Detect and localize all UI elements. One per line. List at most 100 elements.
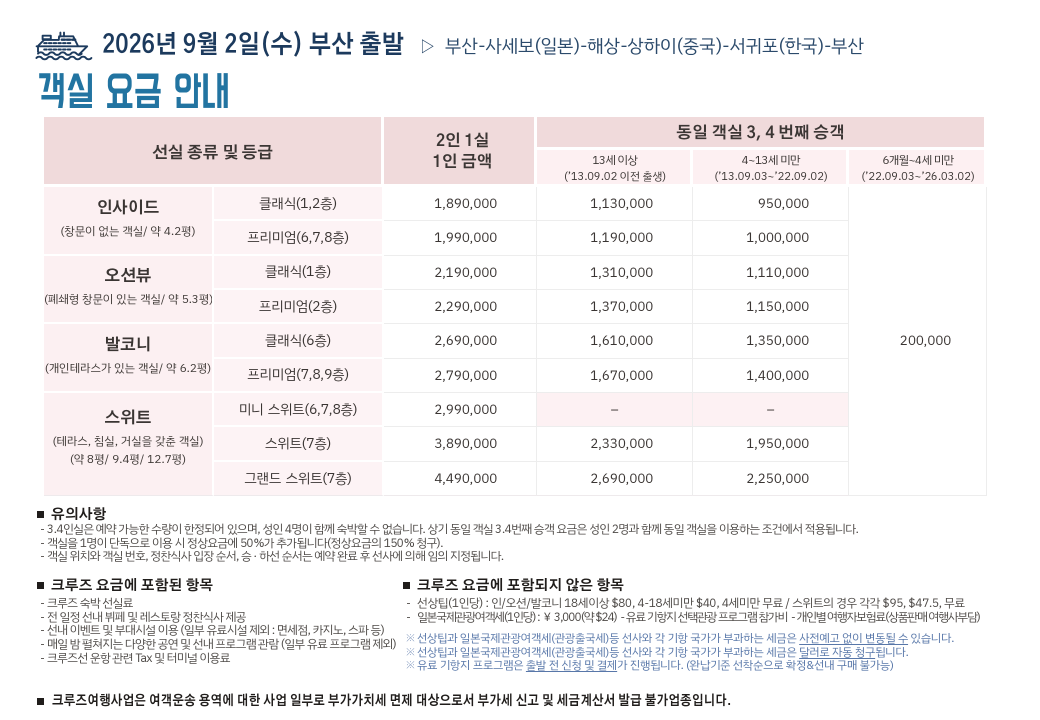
dash-marker: - (40, 547, 45, 566)
price-age13: 1,370,000 (537, 289, 694, 325)
included-item-text: 매일 밤 펼쳐지는 다양한 공연 및 선내 프로그램 관람 (일부 유료 프로그… (47, 635, 397, 654)
price-adult: 2,690,000 (384, 324, 538, 359)
price-adult: 2,790,000 (384, 358, 538, 393)
included-heading: 크루즈 요금에 포함된 항목 (37, 578, 213, 593)
price-age13: 1,130,000 (537, 187, 694, 222)
included-item-text: 크루즈선 운항 관련 Tax 및 터미널 이용료 (47, 648, 230, 667)
list-item: -전 일정 선내 뷔페 및 레스토랑 정찬식사 제공 (37, 610, 396, 625)
dash-marker: - (40, 520, 45, 538)
header-age13plus: 13세 이상 (’13.09.02 이전 출생) (537, 150, 694, 187)
price-age13: 1,310,000 (537, 255, 694, 290)
grade-cell: 프리미엄(6,7,8층) (214, 221, 385, 256)
price-adult: 2,290,000 (384, 289, 538, 325)
caution-item-text: 객실을 1명이 단독으로 이용 시 정상요금에 50%가 추가됩니다(정상요금의… (47, 533, 443, 552)
category-desc: (개인테라스가 있는 객실/ 약 6.2평) (44, 358, 212, 377)
price-adult: 4,490,000 (384, 461, 538, 496)
category-desc: (테라스, 침실, 거실을 갖춘 객실) (52, 431, 204, 450)
included-item-text: 선내 이벤트 및 부대시설 이용 (일부 유료시설 제외 : 면세점, 카지노,… (47, 621, 385, 640)
excluded-warnings: ※ 선상팁과 일본국제관광여객세(관광출국세)등 선사와 각 기항 국가가 부과하… (403, 632, 980, 673)
reference-mark: ※ (405, 658, 416, 674)
excluded-items: - 선상팁(1인당) : 인/오션/발코니 18세이상 $80, 4-18세미만 … (403, 596, 981, 673)
category-name: 스위트 (104, 410, 152, 427)
list-item: - 크루즈선 운항 관련 Tax 및 터미널 이용료 (37, 648, 396, 667)
grade-cell: 스위트(7층) (214, 427, 385, 462)
table-row: 프리미엄(7,8,9층) 2,790,000 1,670,000 1,400,0… (44, 358, 987, 393)
list-item: -3.4인실은 예약 가능한 수량이 한정되어 있으며, 성인 4명이 함께 숙… (37, 520, 859, 538)
list-item: - 선상팁(1인당) : 인/오션/발코니 18세이상 $80, 4-18세미만 … (403, 596, 980, 611)
included-items: - 크루즈 숙박 선실료 -전 일정 선내 뷔페 및 레스토랑 정찬식사 제공 -… (37, 594, 397, 667)
price-age13: – (537, 392, 694, 428)
square-bullet-icon (37, 698, 44, 705)
price-age4: 1,400,000 (693, 358, 850, 393)
included-item-text: 크루즈 숙박 선실료 (47, 594, 133, 612)
price-age13: 1,670,000 (537, 358, 694, 393)
list-item: - 객실 위치와 객실 번호, 정찬식사 입장 순서, 승 · 하선 순서는 예약… (37, 550, 858, 564)
category-name: 오션뷰 (104, 269, 152, 286)
caution-title: 유의사항 (51, 507, 107, 522)
warning-item: ※ 선상팁과 일본국제관광여객세(관광출국세)등 선사와 각 기항 국가가 부과하… (403, 632, 980, 646)
square-bullet-icon (37, 511, 44, 518)
category-desc: (폐쇄형 창문이 있는 객실/ 약 5.3평) (44, 290, 214, 309)
table-row: 그랜드 스위트(7층) 4,490,000 2,690,000 2,250,00… (44, 461, 987, 496)
header-cabin-type: 선실 종류 및 등급 (44, 117, 385, 187)
route: ▷ 부산-사세보(일본)-해상-상하이(중국)-서귀포(한국)-부산 (419, 35, 864, 60)
price-adult: 2,190,000 (384, 255, 538, 290)
category-oceanview: 오션뷰 (폐쇄형 창문이 있는 객실/ 약 5.3평) (44, 255, 214, 325)
dash-marker: - (40, 621, 45, 640)
price-age13: 1,610,000 (537, 324, 694, 359)
dash-marker: - (406, 607, 411, 626)
table-row: 발코니 (개인테라스가 있는 객실/ 약 6.2평) 클래식(6층) 2,690… (44, 324, 987, 393)
cabin-price-table: 선실 종류 및 등급 2인 1실 1인 금액 동일 객실 3, 4 번째 승객 … (44, 117, 988, 496)
category-inside: 인사이드 (창문이 없는 객실/ 약 4.2평) (44, 187, 214, 256)
warning-text: 선상팁과 일본국제관광여객세(관광출국세)등 선사와 각 기항 국가가 부과하는… (417, 629, 955, 647)
excluded-item-text: 일본국제관광여객세(1인당) : ￥ 3,000(약 $24) - 유료 기항지… (417, 607, 981, 626)
price-adult: 3,890,000 (384, 427, 538, 462)
list-item: - 선내 이벤트 및 부대시설 이용 (일부 유료시설 제외 : 면세점, 카지노… (37, 624, 396, 638)
price-age4: – (693, 392, 850, 428)
dash-marker: - (40, 635, 45, 654)
table-row: 인사이드 (창문이 없는 객실/ 약 4.2평) 클래식(1,2층) 1,890… (44, 187, 988, 496)
price-age13: 2,330,000 (537, 427, 694, 462)
grade-cell: 프리미엄(2층) (214, 289, 385, 325)
list-item: - 일본국제관광여객세(1인당) : ￥ 3,000(약 $24) - 유료 기항… (403, 607, 981, 626)
grade-cell: 클래식(1,2층) (214, 187, 385, 222)
price-age4: 1,150,000 (693, 289, 850, 325)
warning-item: ※ 선상팁과 일본국제관광여객세(관광출국세)등 선사와 각 기항 국가가 부과하… (403, 644, 980, 660)
table-header: 선실 종류 및 등급 2인 1실 1인 금액 동일 객실 3, 4 번째 승객 … (44, 117, 988, 187)
list-item: - 크루즈 숙박 선실료 (37, 594, 396, 612)
table-row: 프리미엄(6,7,8층) 1,990,000 1,190,000 1,000,0… (44, 221, 987, 256)
price-age4: 1,000,000 (693, 221, 850, 256)
reference-mark: ※ (405, 630, 416, 646)
header-infant-line1: 6개월~4세 미만 (882, 151, 954, 169)
excluded-title: 크루즈 요금에 포함되지 않은 항목 (417, 578, 625, 593)
caution-item-text: 3.4인실은 예약 가능한 수량이 한정되어 있으며, 성인 4명이 함께 숙박… (47, 520, 859, 538)
header-infant-line2: (’22.09.03~’26.03.02) (861, 167, 975, 185)
category-desc: (약 8평/ 9.4평/ 12.7평) (69, 450, 187, 469)
table-row: 오션뷰 (폐쇄형 창문이 있는 객실/ 약 5.3평) 클래식(1층) 2,19… (44, 255, 987, 325)
header-age4to13-line2: (’13.09.03~’22.09.02) (714, 167, 828, 185)
list-item: - 매일 밤 펼쳐지는 다양한 공연 및 선내 프로그램 관람 (일부 유료 프로… (37, 635, 397, 654)
caution-item-text: 객실 위치와 객실 번호, 정찬식사 입장 순서, 승 · 하선 순서는 예약 … (47, 547, 504, 566)
header-age4to13: 4~13세 미만 (’13.09.03~’22.09.02) (693, 150, 850, 187)
header-price-line2: 1인 금액 (432, 155, 493, 171)
price-age13: 2,690,000 (537, 461, 694, 496)
caution-heading: 유의사항 (37, 507, 106, 522)
table-row: 스위트 (테라스, 침실, 거실을 갖춘 객실) (약 8평/ 9.4평/ 12… (44, 392, 987, 496)
caution-items: -3.4인실은 예약 가능한 수량이 한정되어 있으며, 성인 4명이 함께 숙… (37, 520, 859, 564)
header-infant: 6개월~4세 미만 (’22.09.03~’26.03.02) (849, 150, 988, 187)
dash-marker: - (40, 533, 45, 552)
grade-cell: 그랜드 스위트(7층) (214, 461, 385, 496)
header-price-per-person: 2인 1실 1인 금액 (384, 117, 538, 187)
reference-mark: ※ (405, 644, 416, 660)
header-age13plus-line2: (’13.09.02 이전 출생) (563, 167, 667, 185)
category-suite: 스위트 (테라스, 침실, 거실을 갖춘 객실) (약 8평/ 9.4평/ 12… (44, 392, 214, 496)
triangle-marker-icon: ▷ (419, 35, 436, 60)
price-age4: 1,110,000 (693, 255, 850, 290)
table-row: 스위트(7층) 3,890,000 2,330,000 1,950,000 (44, 427, 987, 462)
header-age4to13-line1: 4~13세 미만 (741, 151, 801, 169)
warning-text: 유료 기항지 프로그램은 출발 전 신청 및 결제가 진행됩니다. (완납기준 … (417, 657, 894, 675)
dash-marker: - (40, 594, 45, 612)
header-group-3rd-4th: 동일 객실 3, 4 번째 승객 (537, 117, 988, 150)
table-row: 프리미엄(2층) 2,290,000 1,370,000 1,150,000 (44, 289, 987, 325)
